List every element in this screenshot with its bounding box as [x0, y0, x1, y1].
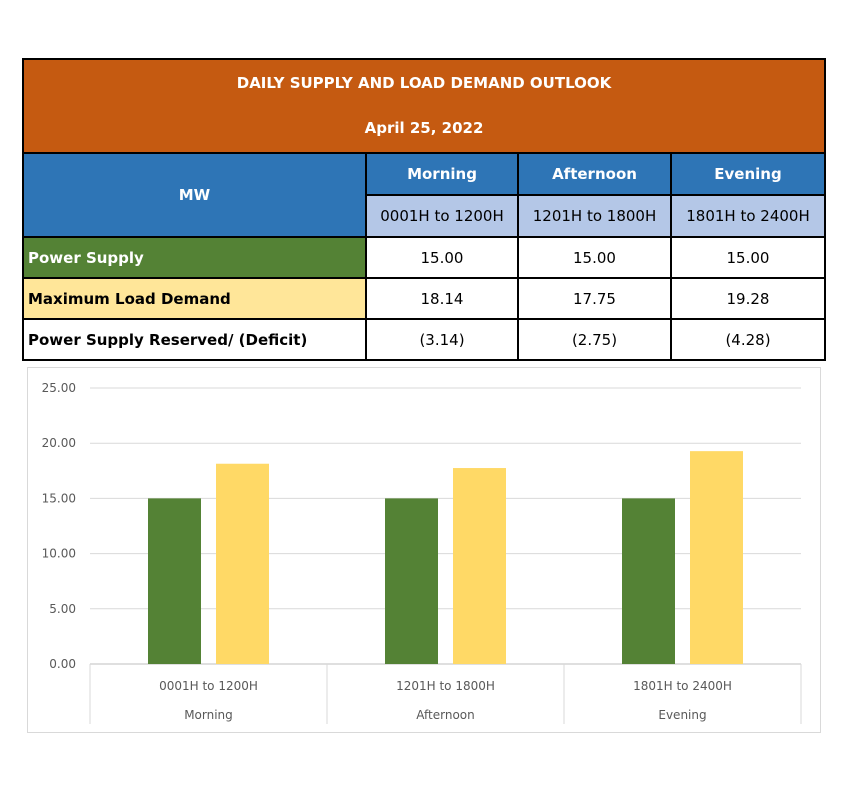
chart-svg: 0.00 5.00 10.00 15.00 20.00 25.00 0001H to 120… [42, 381, 802, 724]
bar [622, 498, 675, 664]
table-date: April 25, 2022 [364, 119, 484, 137]
supply-demand-table: DAILY SUPPLY AND LOAD DEMAND OUTLOOK Apr… [22, 58, 826, 361]
x-tick-label: 0001H to 1200H [159, 679, 258, 693]
bar-chart: 0.00 5.00 10.00 15.00 20.00 25.00 0001H to 120… [27, 367, 821, 733]
cell-value: 15.00 [670, 236, 826, 279]
bar [385, 498, 438, 664]
row-label: Power Supply [22, 236, 367, 279]
cell-value: 18.14 [365, 277, 519, 320]
period-range: 1801H to 2400H [670, 194, 826, 238]
cell-value: 17.75 [517, 277, 672, 320]
x-tick-label: 1201H to 1800H [396, 679, 495, 693]
cell-value: (4.28) [670, 318, 826, 361]
x-tick-label: 1801H to 2400H [633, 679, 732, 693]
period-header: Afternoon [517, 152, 672, 196]
y-tick-label: 25.00 [42, 381, 76, 395]
y-tick-label: 10.00 [42, 547, 76, 561]
cell-value: (3.14) [365, 318, 519, 361]
bar [216, 463, 269, 664]
cell-value: 15.00 [365, 236, 519, 279]
x-group-label: Evening [658, 708, 706, 722]
table-row: Power Supply Reserved/ (Deficit) (3.14) … [22, 318, 826, 361]
x-group-label: Afternoon [416, 708, 475, 722]
table-row: Maximum Load Demand 18.14 17.75 19.28 [22, 277, 826, 320]
row-label: Power Supply Reserved/ (Deficit) [22, 318, 367, 361]
bar [148, 498, 201, 664]
table-title: DAILY SUPPLY AND LOAD DEMAND OUTLOOK [236, 74, 612, 92]
cell-value: 15.00 [517, 236, 672, 279]
y-tick-label: 15.00 [42, 491, 76, 505]
row-label: Maximum Load Demand [22, 277, 367, 320]
y-tick-label: 5.00 [49, 602, 76, 616]
period-range: 1201H to 1800H [517, 194, 672, 238]
y-tick-label: 0.00 [49, 657, 76, 671]
period-header: Evening [670, 152, 826, 196]
y-tick-label: 20.00 [42, 436, 76, 450]
period-range: 0001H to 1200H [365, 194, 519, 238]
bar [453, 468, 506, 664]
table-row: Power Supply 15.00 15.00 15.00 [22, 236, 826, 279]
unit-header: MW [22, 152, 367, 238]
bar [690, 451, 743, 664]
cell-value: (2.75) [517, 318, 672, 361]
cell-value: 19.28 [670, 277, 826, 320]
x-group-label: Morning [184, 708, 233, 722]
table-title-cell: DAILY SUPPLY AND LOAD DEMAND OUTLOOK Apr… [22, 58, 826, 154]
period-header: Morning [365, 152, 519, 196]
